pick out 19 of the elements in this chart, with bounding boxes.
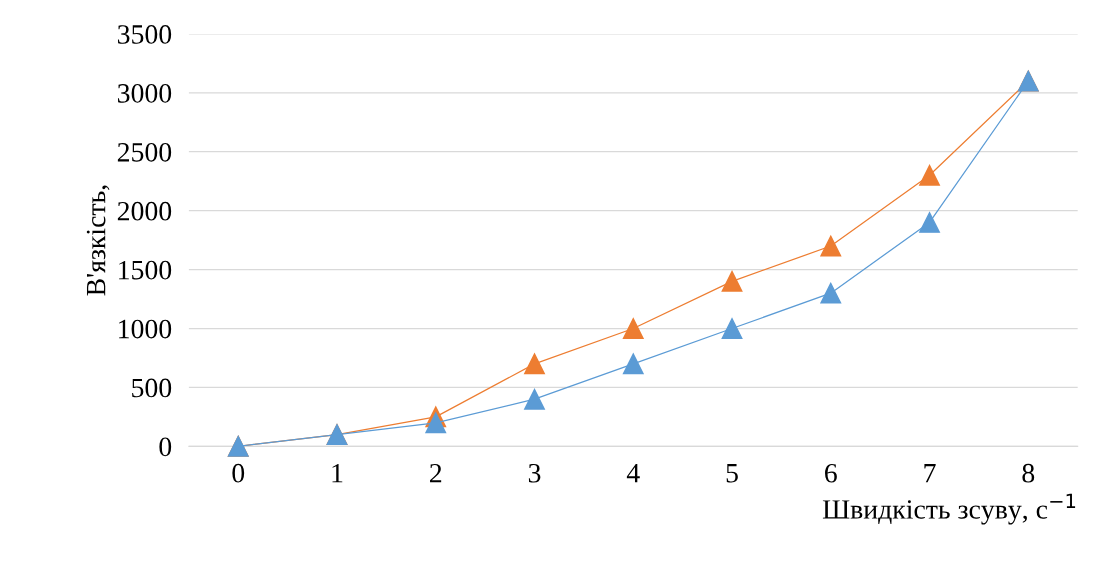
x-axis-title: Швидкість зсуву, с$^{−1}$ (822, 493, 1076, 525)
y-tick-label: 2000 (117, 201, 172, 221)
x-tick-label: 5 (726, 464, 738, 483)
y-tick-label: 2500 (117, 142, 172, 162)
x-tick-label: 0 (232, 463, 245, 483)
y-tick-label: 3500 (117, 25, 172, 44)
x-tick-label: 4 (626, 464, 640, 483)
x-tick-label: 6 (825, 463, 837, 483)
x-tick-label: 7 (924, 464, 936, 483)
x-tick-label: 8 (1022, 463, 1035, 483)
y-tick-label: 1500 (119, 260, 172, 280)
y-axis-title: В'язкість, (86, 185, 110, 296)
x-tick-label: 3 (528, 463, 541, 483)
x-tick-label: 1 (332, 463, 343, 483)
y-tick-label: 1000 (119, 319, 172, 339)
x-tick-label: 2 (430, 463, 442, 483)
y-tick-label: 0 (159, 437, 172, 457)
y-tick-label: 3000 (117, 83, 172, 103)
y-tick-label: 500 (132, 378, 172, 398)
